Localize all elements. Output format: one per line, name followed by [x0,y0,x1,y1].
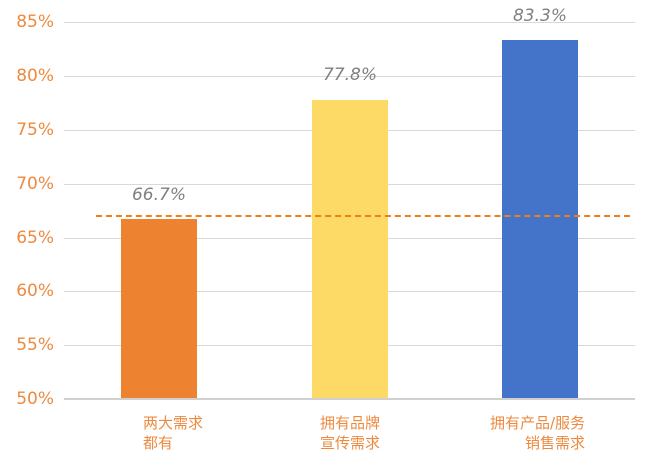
bar-both-needs [121,219,197,399]
x-label-product-sales: 拥有产品/服务 销售需求 [489,414,585,452]
y-tick-80: 80% [16,66,54,86]
y-tick-75: 75% [16,120,54,140]
y-tick-55: 55% [16,335,54,355]
bar-brand-promotion [312,100,388,399]
y-tick-65: 65% [16,228,54,248]
data-label-brand-promotion: 77.8% [322,65,377,85]
y-tick-85: 85% [16,12,54,32]
y-tick-50: 50% [16,389,54,409]
y-tick-70: 70% [16,174,54,194]
x-label-brand-promotion: 拥有品牌 宣传需求 [320,414,381,452]
data-label-both-needs: 66.7% [131,185,186,205]
data-label-product-sales: 83.3% [512,6,567,26]
gridline [64,22,635,23]
x-label-both-needs: 两大需求 都有 [143,414,204,452]
gridline [64,76,635,77]
y-tick-60: 60% [16,281,54,301]
x-axis-baseline [64,398,635,400]
bar-product-sales [502,40,578,399]
reference-dashed-line [96,215,630,217]
